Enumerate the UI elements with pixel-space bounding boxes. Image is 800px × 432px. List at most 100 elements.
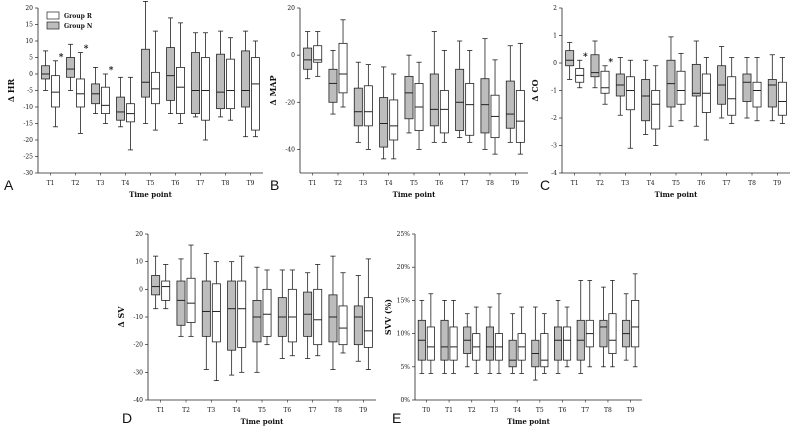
box-group-n bbox=[554, 299, 563, 374]
x-tick-label: T9 bbox=[247, 180, 255, 187]
box-iqr bbox=[485, 326, 494, 361]
box-iqr bbox=[625, 76, 635, 111]
box-iqr bbox=[41, 65, 50, 80]
box-iqr bbox=[480, 78, 490, 134]
box-group-n bbox=[151, 255, 161, 310]
x-tick-label: T7 bbox=[581, 407, 589, 414]
box-iqr bbox=[353, 305, 363, 346]
panel-C: -4 -3 -2 -1 0 1 2 Δ CO T1 T2 T3 T4 T5 T6 T7 T8 T9 Time po… bbox=[530, 5, 790, 199]
box-iqr bbox=[353, 87, 363, 127]
x-tick-label: T5 bbox=[410, 180, 418, 187]
box-iqr bbox=[508, 339, 517, 368]
box-group-r bbox=[338, 272, 348, 354]
box-group-n bbox=[353, 275, 363, 362]
box-iqr bbox=[151, 71, 160, 105]
box-group-n bbox=[576, 280, 585, 374]
x-axis-title: Time point bbox=[241, 417, 284, 426]
box-iqr bbox=[379, 97, 389, 148]
box-group-n bbox=[328, 255, 338, 370]
box-group-r bbox=[226, 37, 235, 121]
y-tick-label: -40 bbox=[285, 146, 295, 153]
y-tick-label: 1 bbox=[553, 33, 557, 40]
box-iqr bbox=[600, 70, 610, 94]
box-group-r bbox=[211, 261, 221, 382]
box-group-n bbox=[66, 43, 75, 91]
box-iqr bbox=[651, 90, 661, 130]
y-tick-label: -30 bbox=[23, 170, 33, 177]
panel-letter: E bbox=[392, 410, 401, 426]
box-iqr bbox=[777, 81, 787, 116]
box-group-r bbox=[126, 76, 135, 151]
box-group-n bbox=[91, 67, 100, 114]
x-tick-label: T8 bbox=[748, 180, 756, 187]
significance-star: * bbox=[59, 53, 64, 63]
x-tick-label: T5 bbox=[672, 180, 680, 187]
box-group-r bbox=[472, 306, 481, 374]
box-group-r bbox=[449, 299, 458, 374]
box-group-n bbox=[565, 41, 575, 80]
box-iqr bbox=[727, 76, 737, 116]
box-group-r bbox=[625, 59, 635, 149]
box-group-n bbox=[590, 40, 600, 89]
box-group-n bbox=[505, 45, 515, 143]
box-iqr bbox=[465, 83, 475, 136]
box-iqr bbox=[287, 288, 297, 343]
x-tick-label: T1 bbox=[47, 180, 55, 187]
x-tick-label: T9 bbox=[773, 180, 781, 187]
x-tick-label: T8 bbox=[486, 180, 494, 187]
box-group-r bbox=[701, 57, 711, 141]
box-group-r bbox=[727, 57, 737, 124]
box-iqr bbox=[191, 52, 200, 114]
box-group-r bbox=[176, 22, 185, 124]
box-group-n bbox=[41, 50, 50, 91]
x-tick-label: T4 bbox=[385, 180, 393, 187]
box-iqr bbox=[676, 70, 686, 105]
x-tick-label: T9 bbox=[359, 407, 367, 414]
box-iqr bbox=[608, 313, 617, 354]
box-group-n bbox=[455, 40, 465, 139]
y-tick-label: -30 bbox=[133, 369, 143, 376]
box-iqr bbox=[201, 280, 211, 337]
box-group-n bbox=[641, 59, 651, 135]
box-iqr bbox=[338, 305, 348, 346]
box-group-r bbox=[338, 19, 348, 108]
x-tick-label: T3 bbox=[491, 407, 499, 414]
x-tick-label: T4 bbox=[647, 180, 655, 187]
box-group-n bbox=[116, 76, 125, 128]
y-tick-label: 15 bbox=[25, 22, 33, 29]
box-iqr bbox=[313, 45, 323, 63]
box-iqr bbox=[565, 50, 575, 67]
box-iqr bbox=[66, 57, 75, 78]
box-iqr bbox=[631, 299, 640, 348]
box-group-r bbox=[490, 59, 500, 155]
box-group-r bbox=[161, 264, 171, 310]
box-group-r bbox=[540, 313, 549, 374]
box-iqr bbox=[767, 79, 777, 108]
x-tick-label: T6 bbox=[283, 407, 291, 414]
box-iqr bbox=[599, 319, 608, 348]
y-tick-label: -20 bbox=[285, 99, 295, 106]
y-tick-label: 0% bbox=[400, 397, 410, 404]
box-iqr bbox=[752, 81, 762, 108]
y-tick-label: -1 bbox=[551, 88, 557, 95]
box-group-r bbox=[676, 52, 686, 122]
box-group-r bbox=[585, 280, 594, 368]
y-tick-label: 0 bbox=[29, 71, 33, 78]
box-iqr bbox=[76, 78, 85, 108]
x-tick-label: T6 bbox=[559, 407, 567, 414]
y-tick-label: -25 bbox=[23, 154, 33, 161]
box-group-n bbox=[353, 61, 363, 143]
box-group-r bbox=[563, 306, 572, 368]
x-tick-label: T9 bbox=[511, 180, 519, 187]
box-group-r bbox=[631, 273, 640, 368]
panel-letter: C bbox=[540, 177, 550, 193]
y-tick-label: 5% bbox=[400, 364, 410, 371]
box-iqr bbox=[262, 288, 272, 337]
x-tick-label: T3 bbox=[207, 407, 215, 414]
box-iqr bbox=[449, 326, 458, 361]
y-tick-label: 10% bbox=[397, 331, 411, 338]
y-tick-label: -20 bbox=[133, 342, 143, 349]
panel-E: 0% 5% 10% 15% 20% 25% SVV (%) T0 T1 T2 T3 T4 T5 T6 T7 T… bbox=[383, 231, 642, 426]
box-group-n bbox=[191, 32, 200, 118]
box-iqr bbox=[328, 294, 338, 343]
